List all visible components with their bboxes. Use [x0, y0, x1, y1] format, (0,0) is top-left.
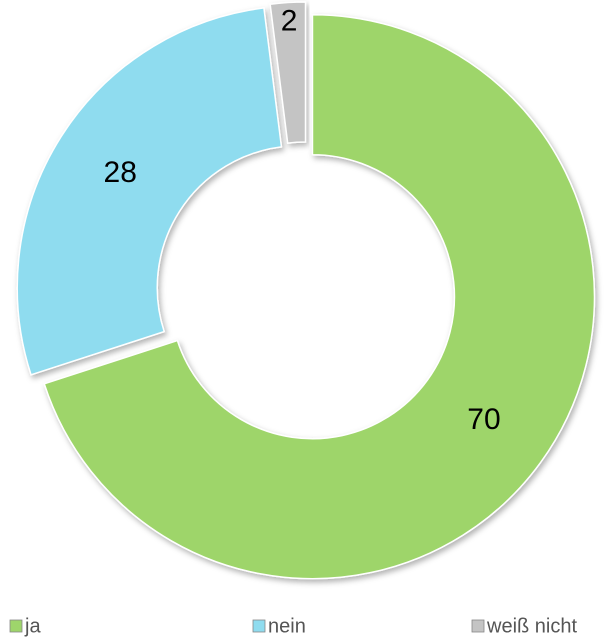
legend-label: weiß nicht [486, 615, 577, 637]
legend-label: nein [268, 615, 306, 637]
donut-slice [43, 13, 596, 580]
legend-marker [9, 619, 23, 633]
data-label: 2 [281, 4, 298, 37]
donut-slice [16, 7, 283, 376]
legend-marker [471, 619, 485, 633]
legend-marker [252, 619, 266, 633]
data-label: 70 [467, 403, 500, 436]
donut-slice [269, 1, 307, 144]
legend-label: ja [24, 615, 41, 637]
data-label: 28 [104, 156, 137, 189]
